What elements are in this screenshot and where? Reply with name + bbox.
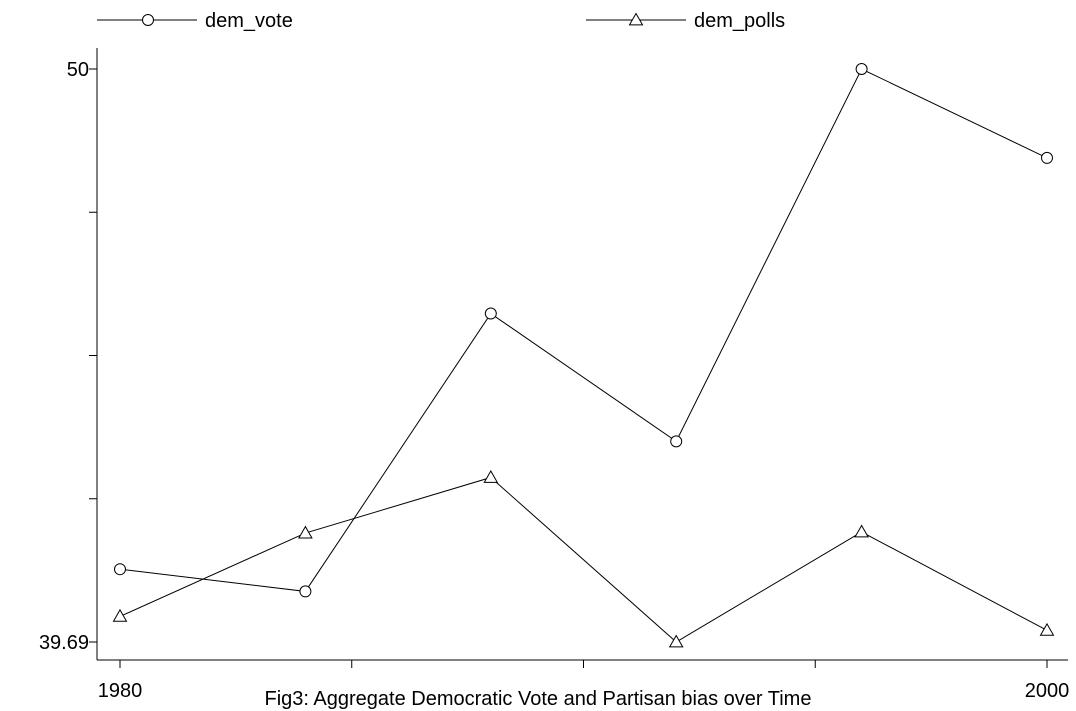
legend-entry-dem_polls: dem_polls xyxy=(586,10,785,32)
data-point-dem_vote xyxy=(114,563,126,576)
series-line-dem_polls xyxy=(119,476,1048,643)
data-point-dem_vote xyxy=(1041,151,1053,164)
axes: 39.69 50 1980 2000 xyxy=(39,48,1069,702)
legend-entry-dem_vote: dem_vote xyxy=(97,10,293,32)
data-point-dem_polls xyxy=(112,608,128,622)
figure-caption: Fig3: Aggregate Democratic Vote and Part… xyxy=(264,688,812,710)
y-tick-label: 50 xyxy=(67,59,89,81)
legend: dem_vote dem_polls xyxy=(97,10,785,32)
data-point-dem_polls xyxy=(668,634,684,648)
legend-marker xyxy=(628,12,644,26)
data-point-dem_vote xyxy=(670,435,683,448)
data-point-dem_polls xyxy=(483,469,499,483)
legend-marker xyxy=(142,14,154,26)
legend-label: dem_vote xyxy=(205,10,293,32)
data-point-dem_vote xyxy=(484,307,497,320)
data-point-dem_vote xyxy=(855,63,868,75)
legend-label: dem_polls xyxy=(694,10,785,32)
series-line-dem_vote xyxy=(119,68,1048,592)
x-tick-label: 2000 xyxy=(1025,680,1070,702)
x-tick-label: 1980 xyxy=(98,680,143,702)
data-point-dem_polls xyxy=(298,525,313,539)
y-tick-label: 39.69 xyxy=(39,632,89,654)
data-point-dem_polls xyxy=(854,524,869,538)
series-dem_polls xyxy=(112,469,1055,648)
plot-area xyxy=(112,63,1055,648)
series-dem_vote xyxy=(114,63,1053,598)
data-point-dem_polls xyxy=(1039,622,1055,636)
data-point-dem_vote xyxy=(299,585,312,598)
